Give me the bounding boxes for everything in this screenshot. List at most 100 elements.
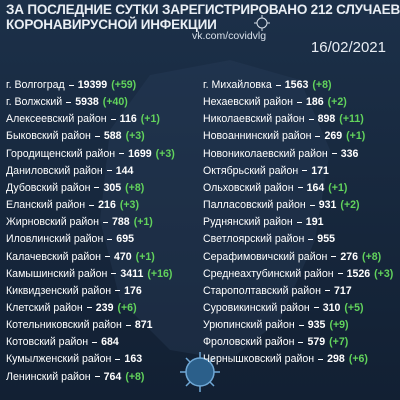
separator — [92, 341, 98, 343]
district-row: Новоаннинский район 269 (+1) — [203, 128, 365, 144]
new-cases: (+8) — [125, 181, 145, 194]
separator — [86, 307, 92, 309]
new-cases: (+1) — [135, 250, 155, 263]
district-name: Ольховский район — [203, 181, 294, 194]
separator — [302, 170, 308, 172]
district-row: Даниловский район 144 — [6, 163, 133, 179]
separator — [119, 153, 125, 155]
new-cases: (+1) — [328, 181, 348, 194]
district-name: Октябрьский район — [203, 164, 299, 177]
district-name: Ленинский район — [6, 370, 91, 383]
district-row: Октябрьский район 171 — [203, 163, 329, 179]
small-virus-icon — [254, 15, 270, 31]
total-cases: 176 — [124, 284, 142, 297]
total-cases: 470 — [113, 250, 132, 263]
total-cases: 310 — [322, 301, 341, 314]
new-cases: (+59) — [111, 79, 137, 91]
district-row: Еланский район 216 (+3) — [6, 197, 139, 213]
district-row: Фроловский район 579 (+7) — [203, 334, 348, 350]
district-name: Алексеевский район — [6, 113, 107, 126]
separator — [331, 256, 337, 257]
district-row: Урюпинский район 935 (+9) — [203, 317, 349, 333]
separator — [308, 118, 314, 120]
new-cases: (+2) — [340, 199, 360, 212]
new-cases: (+7) — [329, 336, 349, 349]
district-row: Клетский район 239 (+6) — [6, 300, 137, 316]
district-name: Жирновский район — [6, 216, 99, 229]
new-cases: (+6) — [348, 353, 368, 366]
separator — [68, 84, 74, 86]
district-row: Кумылженский район 163 — [6, 351, 142, 367]
district-row: Алексеевский район 116 (+1) — [6, 111, 160, 127]
title-line: КОРОНАВИРУСНОЙ ИНФЕКЦИИ — [6, 17, 217, 32]
district-name: г. Волгоград — [6, 79, 65, 91]
district-row: Быковский район 588 (+3) — [6, 128, 145, 144]
district-row: Киквидзенский район 176 — [6, 283, 142, 299]
separator — [115, 290, 121, 292]
total-cases: 931 — [318, 199, 337, 212]
separator — [110, 118, 116, 120]
new-cases: (+11) — [339, 113, 364, 126]
district-row: г. Волгоград 19399 (+59) — [6, 77, 136, 93]
district-row: Ольховский район 164 (+1) — [203, 180, 347, 196]
district-name: Клетский район — [6, 301, 83, 314]
region-map — [100, 60, 330, 360]
district-name: Среднеахтубинский район — [203, 267, 334, 280]
district-name: Дубовский район — [6, 181, 91, 194]
new-cases: (+1) — [140, 113, 160, 126]
separator — [89, 204, 95, 206]
separator — [125, 324, 131, 326]
district-row: Николаевский район 898 (+11) — [203, 111, 364, 127]
district-name: Палласовский район — [203, 199, 306, 212]
separator — [296, 221, 302, 223]
new-cases: (+40) — [102, 96, 128, 109]
district-row: Жирновский район 788 (+1) — [6, 214, 153, 230]
total-cases: 588 — [103, 130, 122, 143]
title-line: ЗА ПОСЛЕДНИЕ СУТКИ ЗАРЕГИСТРИРОВАНО 212 … — [6, 2, 400, 17]
total-cases: 171 — [311, 164, 329, 177]
district-row: Новониколаевский район 336 — [203, 146, 358, 162]
total-cases: 336 — [340, 147, 359, 160]
new-cases: (+1) — [133, 216, 153, 229]
separator — [324, 290, 330, 292]
district-name: Котовский район — [6, 336, 89, 349]
separator — [66, 101, 72, 103]
district-row: Нехаевский район 186 (+2) — [203, 94, 347, 110]
separator — [296, 101, 302, 103]
total-cases: 764 — [103, 370, 122, 383]
separator — [106, 170, 112, 172]
new-cases: (+1) — [346, 130, 366, 143]
total-cases: 935 — [307, 319, 326, 332]
district-name: Даниловский район — [6, 164, 103, 177]
district-row: Городищенский район 1699 (+3) — [6, 146, 175, 162]
separator — [298, 341, 304, 343]
total-cases: 269 — [324, 130, 343, 143]
district-name: Городищенский район — [6, 147, 116, 160]
total-cases: 276 — [340, 250, 359, 263]
district-row: Камышинский район 3411 (+16) — [6, 266, 172, 282]
district-name: Фроловский район — [203, 336, 295, 349]
total-cases: 5938 — [75, 96, 99, 109]
district-name: Новоаннинский район — [203, 130, 312, 143]
total-cases: 684 — [101, 336, 119, 349]
district-row: Серафимовичский район 276 (+8) — [203, 249, 381, 265]
total-cases: 186 — [305, 96, 324, 109]
total-cases: 695 — [116, 233, 134, 246]
new-cases: (+3) — [374, 267, 394, 280]
new-cases: (+3) — [125, 130, 145, 143]
district-row: Среднеахтубинский район 1526 (+3) — [203, 266, 393, 282]
total-cases: 305 — [103, 181, 122, 194]
new-cases: (+6) — [117, 301, 137, 314]
new-cases: (+3) — [119, 199, 139, 212]
district-name: Николаевский район — [203, 113, 305, 126]
separator — [318, 358, 324, 360]
district-name: г. Михайловка — [203, 79, 272, 91]
separator — [94, 187, 100, 189]
district-name: Иловлинский район — [6, 233, 104, 246]
total-cases: 1563 — [284, 79, 309, 91]
total-cases: 1699 — [128, 147, 152, 160]
district-name: Киквидзенский район — [6, 284, 112, 297]
district-row: Светлоярский район 955 — [203, 231, 335, 247]
district-row: Дубовский район 305 (+8) — [6, 180, 144, 196]
